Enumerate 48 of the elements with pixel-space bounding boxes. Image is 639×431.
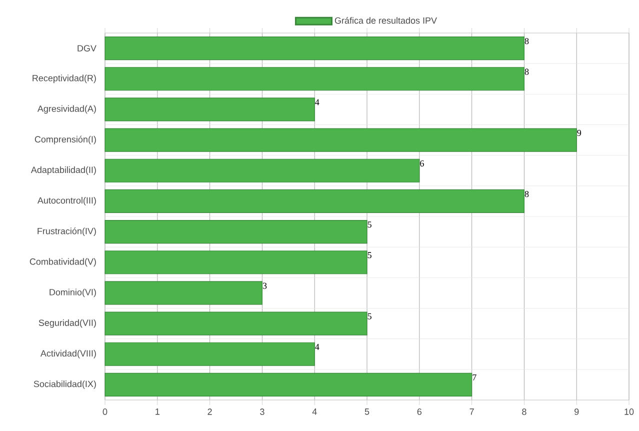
x-tick-label: 3 (260, 408, 264, 415)
y-tick-label: Frustración(IV) (38, 228, 96, 236)
y-tick-label: Seguridad(VII) (38, 319, 96, 328)
bar (104, 189, 525, 214)
x-tick-label: 7 (470, 408, 474, 415)
bar (104, 250, 368, 274)
data-label: 4 (315, 99, 320, 106)
data-label: 5 (368, 222, 372, 228)
y-tick-label: Receptividad(R) (32, 74, 96, 84)
data-label: 8 (524, 38, 529, 44)
bar (104, 128, 577, 152)
bar (104, 372, 472, 397)
bar (104, 36, 525, 60)
data-label: 7 (472, 374, 476, 380)
x-tick-label: 6 (417, 408, 422, 415)
y-tick-label: Combatividad(V) (30, 258, 96, 267)
data-label: 5 (368, 313, 372, 320)
x-tick-label: 8 (522, 408, 526, 415)
x-tick-label: 2 (208, 408, 212, 415)
bar (104, 158, 420, 182)
bar (104, 312, 368, 336)
data-label: 3 (262, 282, 267, 289)
data-label: 6 (420, 160, 424, 166)
y-tick-label: Comprensión(I) (34, 136, 96, 144)
data-label: 4 (315, 344, 320, 350)
y-tick-label: Adaptabilidad(II) (30, 166, 96, 175)
x-tick-label: 0 (102, 408, 108, 415)
bar (104, 98, 315, 122)
y-tick-label: Sociabilidad(IX) (34, 380, 96, 389)
x-tick-label: 4 (312, 408, 317, 415)
data-label: 5 (368, 252, 372, 258)
bar (104, 220, 368, 244)
bar (104, 67, 525, 91)
y-tick-label: DGV (78, 45, 96, 52)
y-tick-label: Autocontrol(III) (37, 197, 96, 206)
x-tick-label: 1 (156, 408, 160, 415)
bar (104, 281, 263, 305)
y-tick-label: Agresividad(A) (37, 105, 96, 114)
data-label: 8 (524, 68, 529, 75)
x-tick-label: 9 (574, 408, 579, 415)
x-tick-label: 5 (364, 408, 370, 415)
bar (104, 342, 315, 366)
data-label: 9 (577, 130, 582, 136)
x-tick-label: 10 (624, 408, 634, 415)
y-tick-label: Actividad(VIII) (40, 350, 96, 358)
y-tick-label: Dominio(VI) (50, 288, 96, 298)
legend-label: Gráfica de resultados IPV (334, 17, 437, 24)
data-label: 8 (524, 191, 529, 198)
